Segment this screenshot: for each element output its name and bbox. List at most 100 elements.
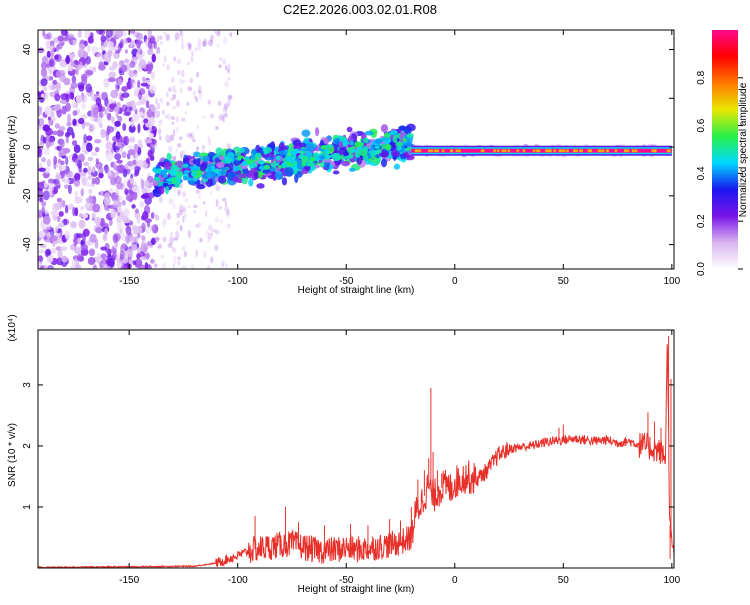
noise-blob [80, 102, 87, 110]
noise-blob [42, 124, 51, 132]
noise-blob [57, 216, 61, 223]
noise-blob [169, 237, 174, 245]
noise-blob [92, 264, 98, 269]
band-blob [196, 184, 206, 190]
bottom-x-tick-label: 0 [452, 575, 458, 586]
noise-blob [183, 265, 187, 269]
carrier-dot [537, 149, 541, 153]
bottom-axis-ticks: -150 -100 -50 0 50 100 1 2 3 [22, 330, 681, 586]
noise-blob [120, 243, 128, 250]
carrier-dot [562, 149, 566, 153]
band-blob [343, 142, 348, 147]
noise-blob [170, 115, 176, 121]
band-blob [162, 182, 169, 187]
noise-blob [146, 264, 152, 269]
noise-blob [132, 159, 137, 165]
noise-blob [106, 112, 112, 121]
noise-blob [68, 184, 72, 195]
carrier-dot [573, 149, 577, 153]
noise-blob [154, 43, 158, 49]
noise-blob [67, 203, 75, 210]
noise-blob [197, 84, 202, 93]
noise-blob [92, 165, 96, 174]
noise-blob [56, 231, 61, 238]
carrier-dot [565, 149, 569, 153]
noise-blob [132, 190, 138, 201]
band-blob [380, 158, 388, 168]
noise-blob [177, 143, 182, 148]
noise-blob [118, 195, 123, 201]
band-blob [220, 167, 229, 171]
noise-blob [125, 225, 132, 235]
noise-blob [40, 78, 48, 87]
noise-blob [92, 107, 99, 115]
noise-blob [181, 43, 185, 50]
carrier-dot [430, 149, 434, 153]
noise-blob [176, 260, 181, 266]
noise-blob [158, 135, 162, 141]
noise-blob [210, 35, 214, 43]
noise-blob [189, 132, 195, 140]
noise-blob [177, 189, 181, 197]
noise-blob [158, 35, 163, 40]
noise-blob [107, 77, 116, 83]
noise-blob [46, 158, 51, 168]
noise-blob [129, 235, 136, 244]
noise-blob [48, 57, 56, 68]
band-blob [205, 171, 211, 179]
carrier-dot [634, 149, 638, 153]
noise-blob [87, 165, 92, 176]
noise-blob [171, 246, 176, 252]
noise-blob [187, 230, 192, 238]
band-blob [324, 160, 330, 170]
noise-blob [38, 167, 46, 172]
noise-blob [217, 43, 220, 48]
noise-blob [215, 186, 221, 191]
bottom-y-tick-label: 2 [22, 443, 33, 449]
noise-blob [218, 205, 223, 210]
noise-blob [165, 134, 170, 143]
noise-blob [116, 182, 124, 190]
noise-blob [167, 212, 171, 221]
noise-blob [53, 103, 62, 111]
noise-blob [80, 113, 88, 120]
noise-blob [122, 123, 127, 131]
noise-blob [132, 260, 136, 266]
noise-blob [131, 204, 136, 209]
noise-blob [202, 115, 206, 120]
noise-blob [117, 115, 123, 123]
band-blob [166, 152, 172, 161]
carrier-dot [653, 149, 657, 153]
band-blob [174, 170, 184, 177]
noise-blob [141, 222, 146, 233]
noise-blob [166, 91, 169, 98]
noise-blob [169, 97, 175, 102]
noise-blob [164, 114, 169, 119]
noise-blob [73, 240, 77, 247]
noise-blob [181, 117, 186, 122]
noise-blob [131, 186, 139, 193]
carrier-dot [667, 149, 671, 153]
noise-blob [97, 117, 103, 126]
carrier-dot [601, 149, 605, 153]
noise-blob [57, 249, 63, 259]
noise-blob [163, 55, 167, 63]
noise-blob [130, 73, 139, 78]
bottom-x-tick-label: 100 [663, 575, 680, 586]
band-blob [395, 141, 404, 147]
noise-blob [95, 30, 104, 35]
noise-blob [179, 224, 183, 232]
noise-blob [196, 188, 201, 194]
noise-blob [140, 194, 147, 199]
band-blob [374, 138, 383, 145]
noise-blob [194, 47, 198, 52]
noise-blob [186, 102, 190, 106]
band-blob [346, 126, 353, 133]
noise-blob [107, 50, 112, 58]
noise-blob [65, 156, 69, 166]
band-blob [214, 157, 220, 163]
noise-blob [39, 197, 44, 203]
noise-blob [135, 101, 142, 106]
noise-blob [144, 218, 153, 223]
